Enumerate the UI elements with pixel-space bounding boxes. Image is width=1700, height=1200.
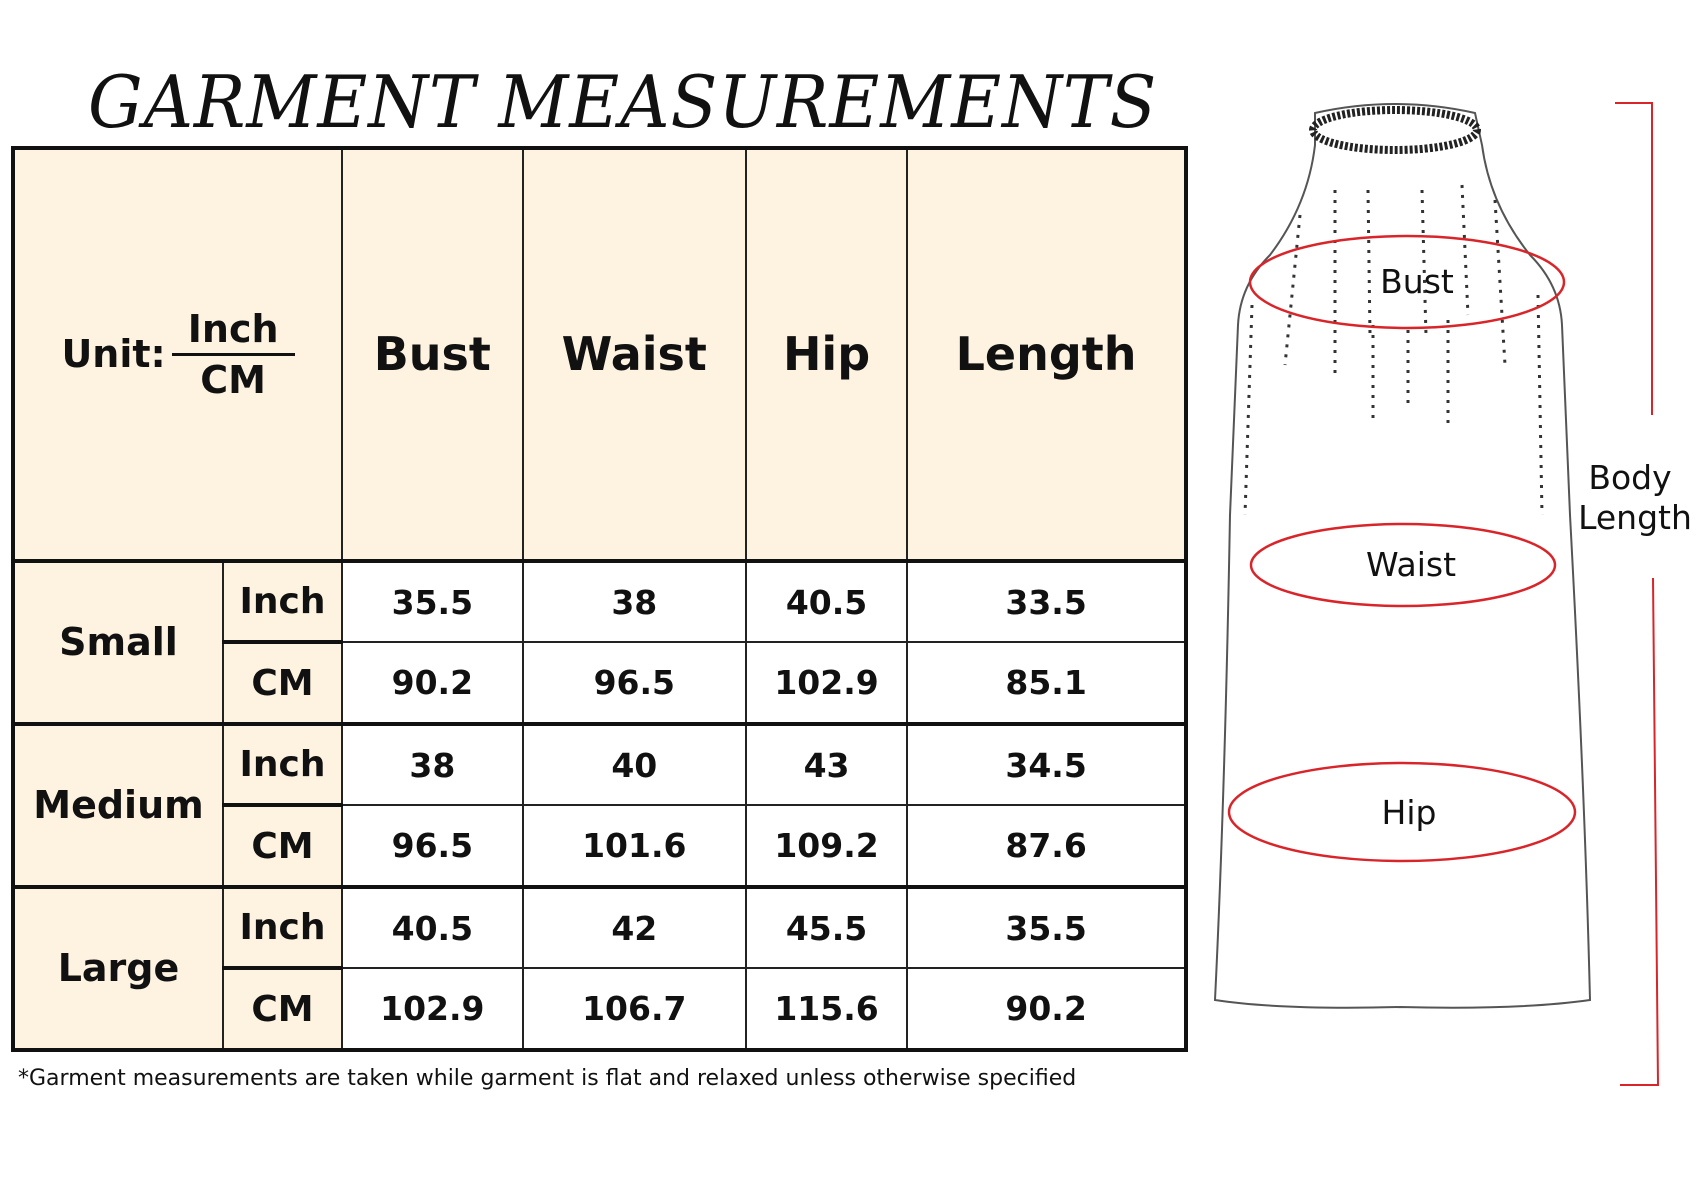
unit-cell: Inch [222,884,343,970]
measurement-cell: 90.2 [341,641,524,725]
size-label: Medium [12,721,224,888]
measurement-cell: 85.1 [906,641,1187,725]
unit-cell: CM [222,966,343,1051]
unit-inch: Inch [171,305,295,356]
measurement-cell: 33.5 [906,558,1187,644]
unit-label: Unit: [61,332,166,377]
dress-outline [1213,103,1592,1009]
body-length-bracket [1615,102,1660,1086]
footnote: *Garment measurements are taken while ga… [18,1066,1077,1091]
measurement-cell: 102.9 [744,641,909,725]
measurement-cell: 42 [521,884,747,970]
unit-cell: CM [222,803,343,888]
measurement-cell: 96.5 [521,641,747,725]
table-row: Large Inch 40.5 42 45.5 35.5 [12,884,1187,1052]
size-label: Small [12,558,224,725]
waist-ellipse [1249,522,1557,608]
measurement-table: Unit: Inch CM Bust Waist Hip Length Smal… [11,146,1188,1052]
column-header-waist: Waist [521,147,747,562]
page-title: GARMENT MEASUREMENTS [88,60,1158,144]
measurement-cell: 43 [744,721,909,807]
measurement-cell: 40.5 [744,558,909,644]
table-row: CM 102.9 106.7 115.6 90.2 [13,966,1187,1051]
hip-ellipse [1227,761,1577,863]
measurement-cell: 38 [521,558,747,644]
measurement-cell: 96.5 [341,804,524,888]
column-header-bust: Bust [341,147,524,562]
unit-cell: Inch [222,558,343,644]
measurement-cell: 35.5 [341,558,524,644]
measurement-cell: 40 [521,721,747,807]
column-header-length: Length [906,147,1187,562]
header-row: Unit: Inch CM Bust Waist Hip Length [12,147,1187,562]
measurement-cell: 35.5 [906,884,1187,970]
table-row: CM 96.5 101.6 109.2 87.6 [13,803,1187,888]
measurement-cell: 40.5 [341,884,524,970]
measurement-cell: 34.5 [906,721,1187,807]
table-row: Medium Inch 38 40 43 34.5 [12,721,1187,888]
measurement-cell: 102.9 [341,967,524,1051]
table-row: CM 90.2 96.5 102.9 85.1 [13,640,1187,725]
measurement-cell: 45.5 [744,884,909,970]
column-header-hip: Hip [744,147,909,562]
bust-label: Bust [1380,262,1454,301]
measurement-cell: 90.2 [906,967,1187,1051]
unit-cell: Inch [222,721,343,807]
body-length-label-line2: Length [1578,498,1692,537]
table-row: Small Inch 35.5 38 40.5 33.5 [12,558,1187,725]
unit-header: Unit: Inch CM [12,147,343,562]
measurement-cell: 115.6 [744,967,909,1051]
measurement-cell: 38 [341,721,524,807]
measurement-cell: 101.6 [521,804,747,888]
bust-ellipse [1248,234,1566,330]
measurement-cell: 106.7 [521,967,747,1051]
size-label: Large [12,884,224,1052]
unit-cm: CM [200,357,266,402]
measurement-cell: 109.2 [744,804,909,888]
unit-cell: CM [222,640,343,725]
hip-label: Hip [1382,793,1437,832]
body-length-label-line1: Body [1588,458,1671,497]
beading [1243,184,1544,516]
measurement-cell: 87.6 [906,804,1187,888]
dress-diagram: Bust Waist Hip Body Length [1213,102,1692,1086]
waist-label: Waist [1366,545,1456,584]
